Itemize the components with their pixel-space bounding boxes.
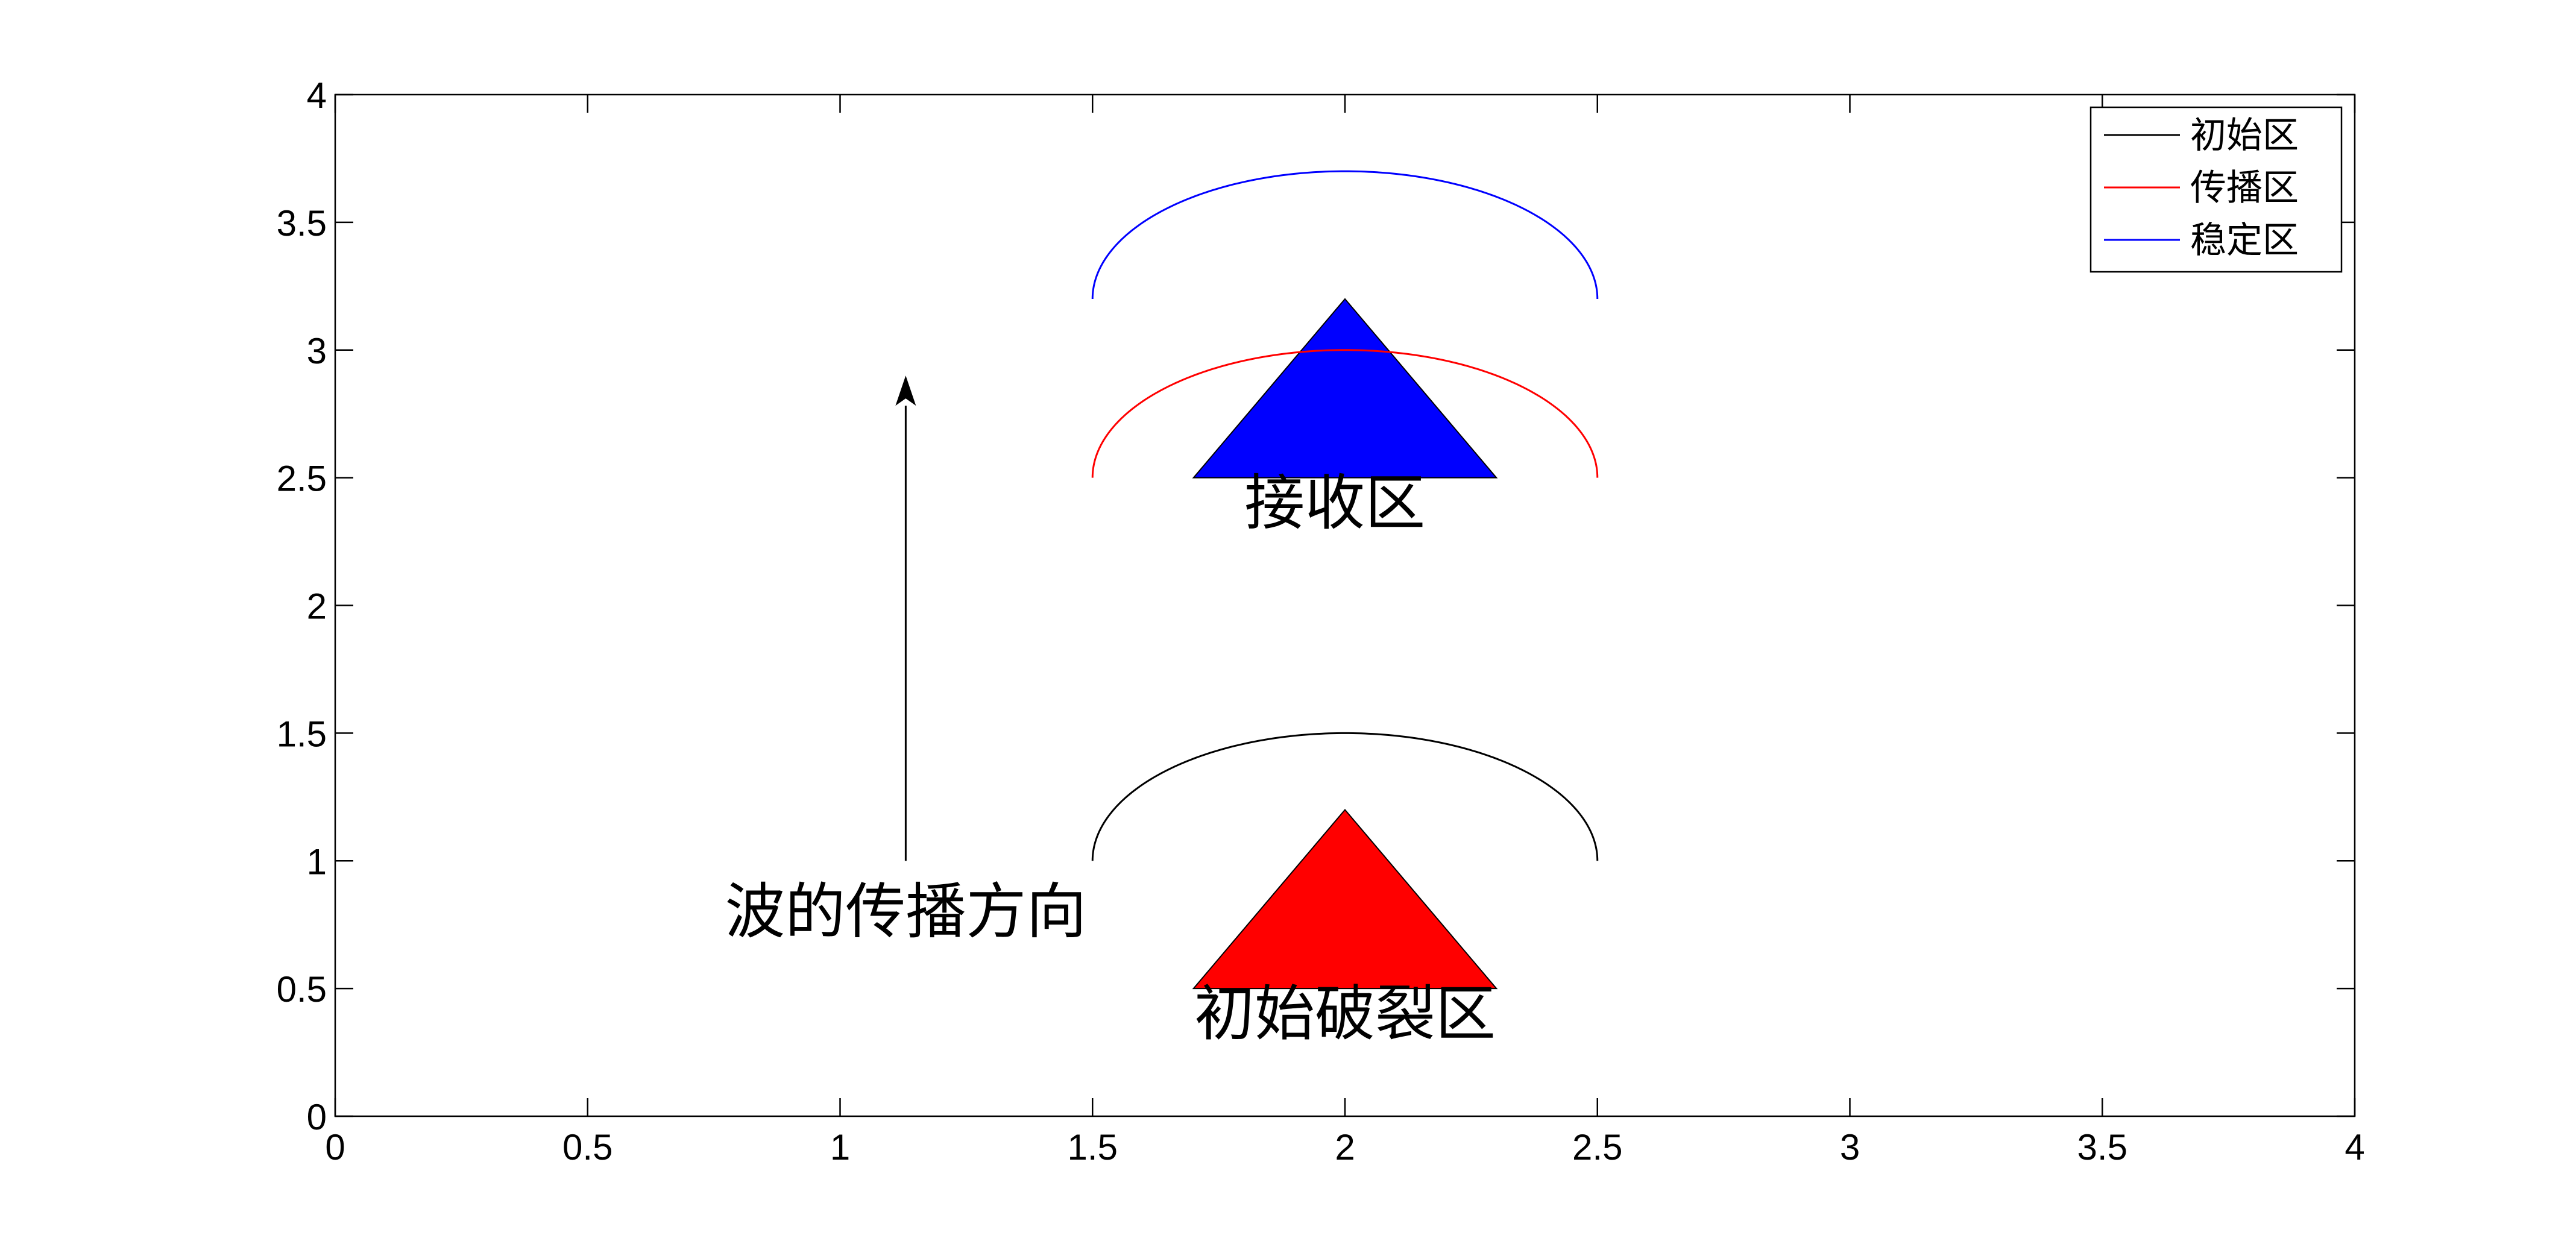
y-tick-label: 0 bbox=[307, 1097, 327, 1137]
y-tick-label: 0.5 bbox=[277, 969, 327, 1010]
y-tick-label: 3 bbox=[307, 331, 327, 371]
y-tick-label: 3.5 bbox=[277, 203, 327, 243]
legend-entry-label: 初始区 bbox=[2190, 115, 2299, 157]
triangle-receiver bbox=[1192, 298, 1498, 479]
series-line-3 bbox=[1091, 170, 1599, 300]
annotation-label: 波的传播方向 bbox=[725, 876, 1086, 947]
annotation-label: 初始破裂区 bbox=[1194, 979, 1496, 1049]
annotation-label: 接收区 bbox=[1244, 468, 1425, 538]
x-tick-label: 0.5 bbox=[562, 1127, 613, 1167]
axes: 0 0.5 1 1.5 2 2.5 3 3.5 4 0 0.5 1 1.5 2 2.5 3 3.5 4 bbox=[277, 75, 2365, 1167]
x-tick-label: 3 bbox=[1840, 1127, 1860, 1167]
propagation-arrowhead bbox=[895, 375, 916, 406]
x-tick-label: 4 bbox=[2345, 1127, 2364, 1167]
x-tick-label: 1.5 bbox=[1068, 1127, 1118, 1167]
y-tick-label: 1 bbox=[307, 841, 327, 882]
series-line-1 bbox=[1091, 732, 1599, 861]
x-tick-label: 2 bbox=[1335, 1127, 1355, 1167]
triangle-initial-rupture bbox=[1192, 808, 1498, 990]
x-tick-label: 3.5 bbox=[2077, 1127, 2127, 1167]
y-tick-label: 1.5 bbox=[277, 714, 327, 754]
series-line-2 bbox=[1091, 349, 1599, 478]
x-tick-label: 0 bbox=[325, 1127, 345, 1167]
y-tick-label: 4 bbox=[307, 75, 327, 116]
x-tick-label: 1 bbox=[830, 1127, 850, 1167]
legend-entry-label: 传播区 bbox=[2190, 167, 2299, 209]
legend-entry-label: 稳定区 bbox=[2190, 219, 2299, 262]
y-tick-label: 2.5 bbox=[277, 459, 327, 499]
x-tick-label: 2.5 bbox=[1572, 1127, 1622, 1167]
y-tick-label: 2 bbox=[307, 586, 327, 627]
